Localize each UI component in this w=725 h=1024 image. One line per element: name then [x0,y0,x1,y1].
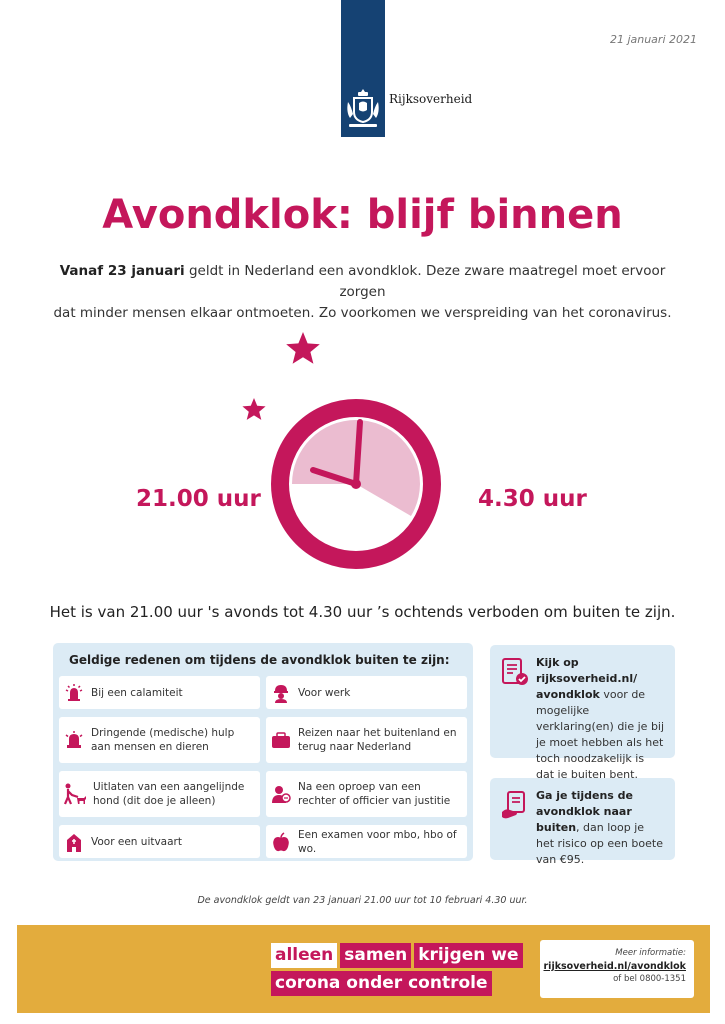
slogan-line-2: corona onder controle [271,971,492,996]
footnote: De avondklok geldt van 23 januari 21.00 … [197,895,528,906]
reason-label: Na een oproep van een rechter of officie… [298,781,451,807]
star-large-icon [286,332,320,364]
reason-label: Voor werk [298,686,351,699]
slogan: alleen samen krijgen we corona onder con… [271,943,523,999]
reason-label: Reizen naar het buitenland en terug naar… [298,727,457,753]
more-info-box: Meer informatie: rijksoverheid.nl/avondk… [540,940,694,998]
moon-icon [444,345,481,402]
reasons-grid: Bij een calamiteit Voor werk Dringende (… [59,676,467,858]
fine-bold: Ga je tijdens de avondklok naar buiten [536,789,634,834]
clock-hour-hand [353,419,363,487]
apple-icon [270,831,292,853]
info-box-declaration: Kijk op rijksoverheid.nl/ avondklok voor… [490,645,675,781]
more-info-label: Meer informatie: [615,948,686,958]
start-time-label: 21.00 uur [136,486,261,512]
logo-text: Rijksoverheid [389,92,473,106]
more-info-phone: of bel 0800-1351 [613,974,686,984]
end-time-label: 4.30 uur [478,486,587,512]
fine-rest: , dan loop je het risico op een boete va… [536,821,663,866]
reason-item: Een examen voor mbo, hbo of wo. [266,825,467,858]
intro-line1: geldt in Nederland een avondklok. Deze z… [184,263,666,300]
intro-line2: dat minder mensen elkaar ontmoeten. Zo v… [53,305,672,321]
dog-walker-icon [63,783,87,805]
intro-bold: Vanaf 23 januari [59,263,185,279]
reason-item: Voor een uitvaart [59,825,260,858]
intro-text: Vanaf 23 januari geldt in Nederland een … [50,261,675,324]
declaration-link[interactable]: Kijk op rijksoverheid.nl/ avondklok [536,656,638,701]
reasons-title: Geldige redenen om tijdens de avondklok … [69,653,450,667]
reason-label: Voor een uitvaart [91,835,182,848]
suitcase-icon [270,729,292,751]
clock-illustration [242,332,481,569]
reason-label: Een examen voor mbo, hbo of wo. [298,828,457,855]
reason-item: Uitlaten van een aangelijnde hond (dit d… [59,771,260,817]
star-small-icon [242,398,266,420]
reason-item: Bij een calamiteit [59,676,260,709]
declaration-rest: voor de mogelijke verklaring(en) die je … [536,688,665,781]
slogan-word-krijgen: krijgen we [414,943,523,968]
reason-item: Dringende (medische) hulp aan mensen en … [59,717,260,763]
clock-center [351,479,361,489]
chapel-icon [63,831,85,853]
judge-icon [270,783,292,805]
worker-icon [270,682,292,704]
more-info-link[interactable]: rijksoverheid.nl/avondklok [543,961,687,972]
slogan-word-alleen: alleen [271,943,338,968]
declaration-text: Kijk op rijksoverheid.nl/ avondklok voor… [536,655,665,781]
fine-ticket-icon [502,791,525,819]
reason-item: Na een oproep van een rechter of officie… [266,771,467,817]
reason-label: Uitlaten van een aangelijnde hond (dit d… [93,781,245,807]
reason-label: Dringende (medische) hulp aan mensen en … [91,727,235,753]
reason-label: Bij een calamiteit [91,686,183,699]
info-box-fine: Ga je tijdens de avondklok naar buiten, … [490,778,675,866]
publication-date: 21 januari 2021 [609,33,697,46]
clock-face-ring [271,399,441,569]
slogan-banner: alleen samen krijgen we corona onder con… [17,925,710,1013]
alarm-icon [63,682,85,704]
slogan-word-samen: samen [340,943,412,968]
fine-text: Ga je tijdens de avondklok naar buiten, … [536,788,665,866]
reason-item: Voor werk [266,676,467,709]
declaration-form-icon [502,658,528,685]
reason-item: Reizen naar het buitenland en terug naar… [266,717,467,763]
siren-icon [63,729,85,751]
curfew-rule: Het is van 21.00 uur 's avonds tot 4.30 … [49,603,676,621]
reasons-panel: Geldige redenen om tijdens de avondklok … [53,643,473,861]
clock-minute-hand [310,467,359,487]
page-title: Avondklok: blijf binnen [102,192,623,238]
crest-icon [347,89,379,127]
